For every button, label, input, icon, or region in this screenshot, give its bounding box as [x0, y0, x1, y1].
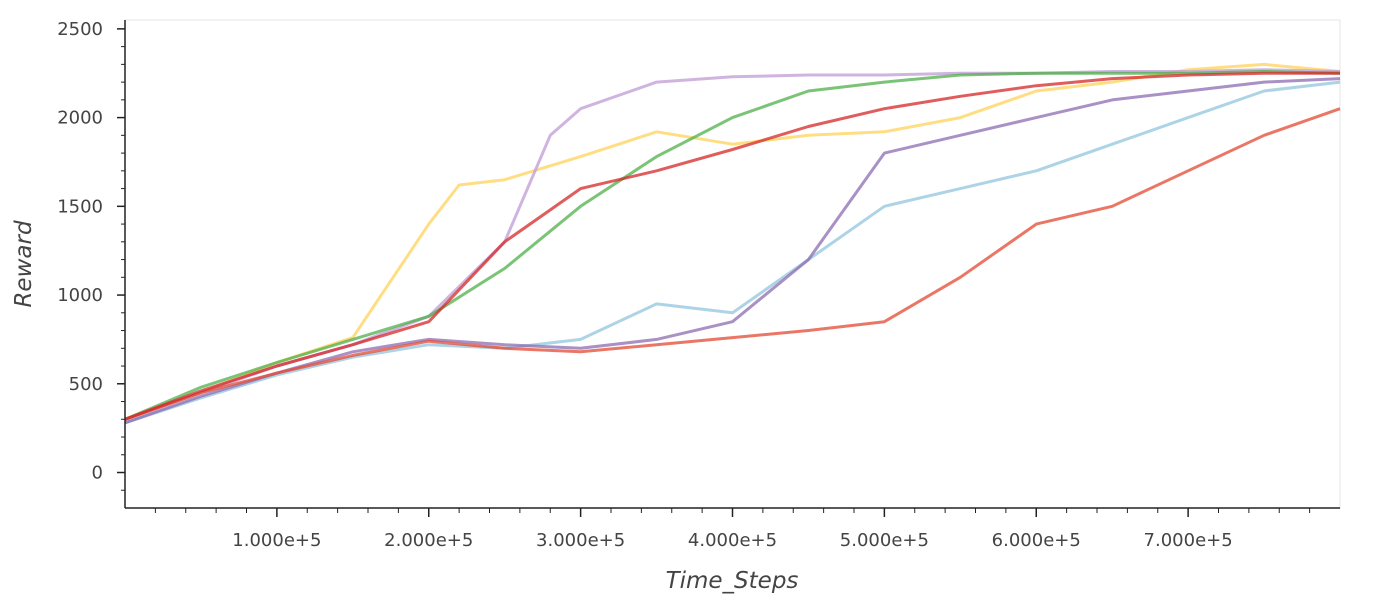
series-line-5 [124, 77, 1341, 425]
y-tick-label: 0 [92, 463, 103, 484]
series-line-4 [124, 80, 1341, 425]
y-axis-ticks: 0 500 1000 1500 2000 2500 [57, 19, 125, 491]
x-axis-ticks: 1.000e+5 2.000e+5 3.000e+5 4.000e+5 5.000e+5… [154, 508, 1311, 551]
series-line-7 [124, 71, 1340, 421]
x-tick-label: 6.000e+5 [992, 530, 1081, 551]
y-tick-label: 1000 [57, 285, 103, 306]
y-tick-label: 1500 [57, 196, 103, 217]
y-tick-label: 500 [69, 374, 103, 395]
y-axis-title: Reward [11, 220, 37, 307]
x-tick-label: 3.000e+5 [536, 530, 625, 551]
series-line-3 [124, 70, 1341, 421]
y-tick-label: 2500 [57, 19, 103, 40]
x-tick-label: 7.000e+5 [1144, 530, 1233, 551]
x-tick-label: 2.000e+5 [384, 530, 473, 551]
x-tick-label: 5.000e+5 [840, 530, 929, 551]
series-layer [124, 62, 1341, 425]
x-axis-title: Time_Steps [666, 568, 799, 594]
series-line-6 [124, 107, 1341, 421]
x-tick-label: 1.000e+5 [232, 530, 321, 551]
x-tick-label: 4.000e+5 [688, 530, 777, 551]
y-tick-label: 2000 [57, 108, 103, 129]
